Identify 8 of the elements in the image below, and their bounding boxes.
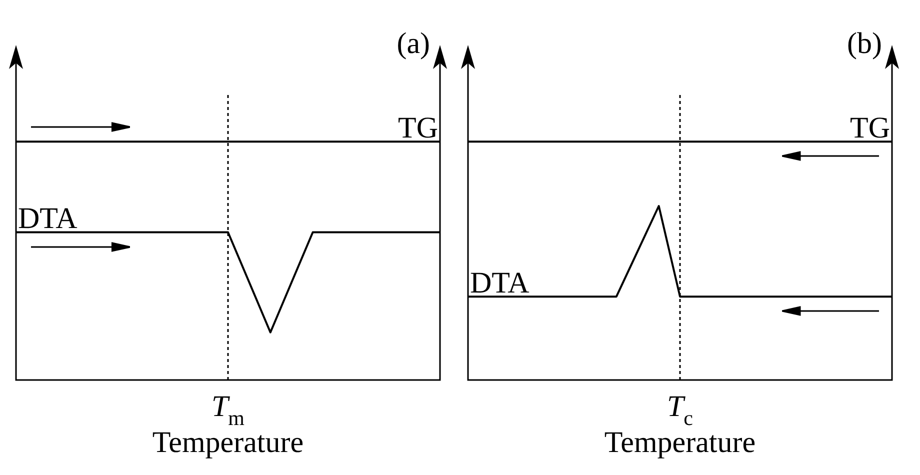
series-label: TG (398, 112, 438, 145)
chart-title: (b) (847, 27, 882, 60)
chart-title: (a) (396, 27, 430, 60)
x-axis-title: Temperature (152, 426, 304, 459)
series-label: DTA (470, 266, 530, 300)
series-label: TG (850, 112, 890, 145)
series-label: DTA (18, 202, 78, 236)
x-axis-title: Temperature (604, 426, 756, 459)
